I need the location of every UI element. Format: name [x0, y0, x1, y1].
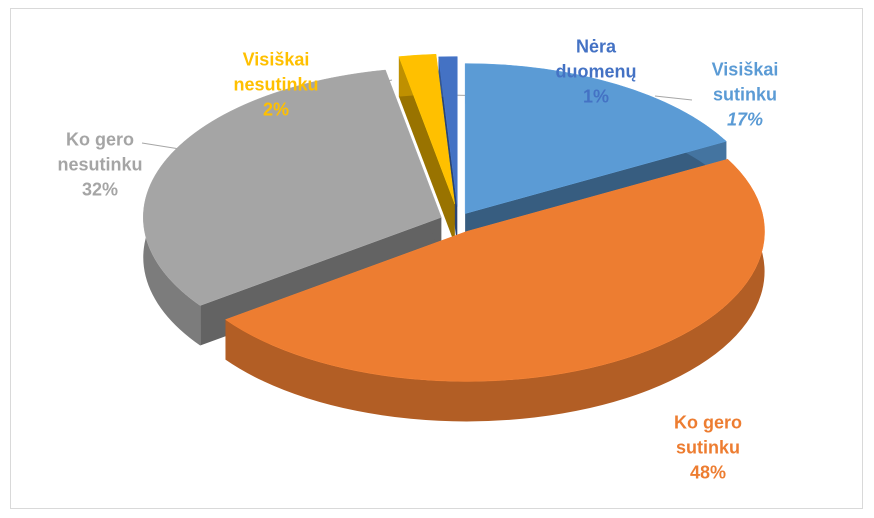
category-label: Nėra duomenų [555, 36, 637, 82]
category-label: Ko gero sutinku [673, 412, 742, 458]
slice [398, 53, 455, 244]
slice [224, 158, 765, 422]
slice [143, 69, 442, 306]
category-label: Visiškai nesutinku [233, 49, 319, 95]
data-label: Visiškai sutinku 17% [693, 58, 797, 133]
data-label: Visiškai nesutinku 2% [224, 48, 328, 123]
slice [224, 158, 765, 382]
data-label: Ko gero nesutinku 32% [48, 128, 152, 203]
value-label: 17% [726, 109, 764, 130]
pie [143, 53, 765, 422]
value-label: 32% [81, 179, 119, 200]
slice [398, 53, 455, 205]
value-label: 1% [582, 86, 609, 107]
value-label: 48% [689, 462, 727, 483]
slice-side [398, 56, 455, 244]
slice [464, 63, 727, 214]
leader-line [654, 95, 693, 101]
data-label: Nėra duomenų 1% [544, 35, 648, 110]
category-label: Visiškai sutinku [711, 59, 779, 105]
slice [438, 56, 458, 207]
chart-border [10, 8, 863, 509]
data-label: Ko gero sutinku 48% [656, 411, 760, 486]
category-label: Ko gero nesutinku [57, 129, 143, 175]
value-label: 2% [262, 99, 289, 120]
